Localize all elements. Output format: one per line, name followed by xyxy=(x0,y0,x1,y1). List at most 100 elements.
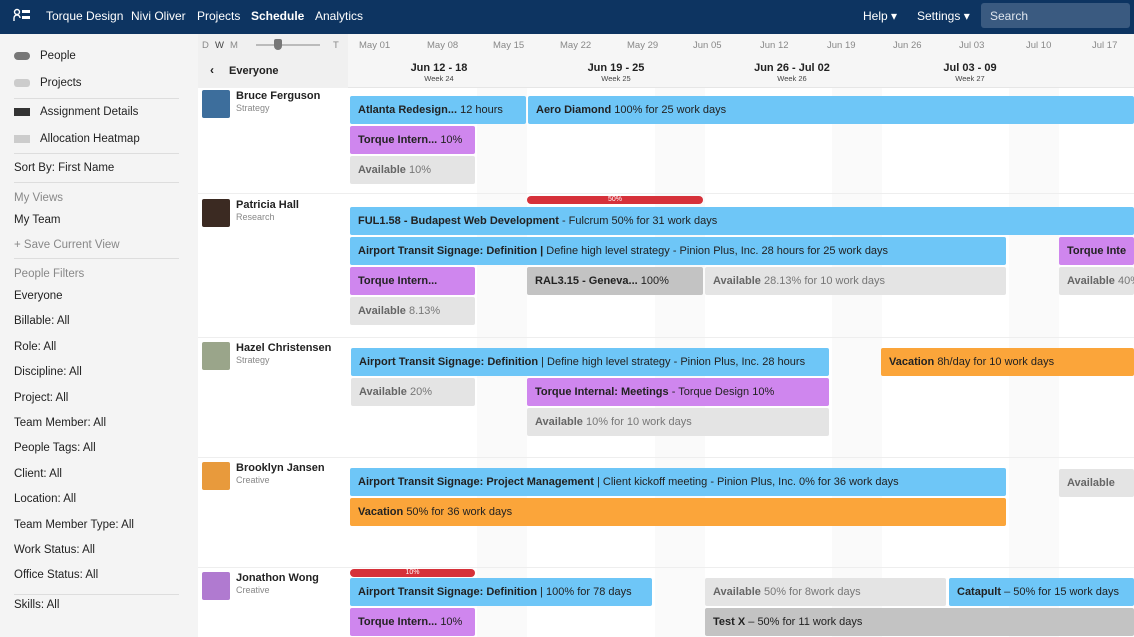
heatmap-icon xyxy=(14,134,30,143)
month-tick: May 08 xyxy=(427,40,459,51)
group-title: Everyone xyxy=(229,65,279,77)
zoom-month[interactable]: M xyxy=(230,40,238,51)
sidebar-item-people[interactable]: People xyxy=(14,50,76,62)
zoom-slider[interactable] xyxy=(256,44,320,46)
sidebar-item-projects[interactable]: Projects xyxy=(14,77,82,89)
availability-bar[interactable]: Available 40% xyxy=(1059,267,1134,295)
assignment-bar[interactable]: Airport Transit Signage: Definition | 10… xyxy=(350,578,652,606)
bar-detail: | 100% for 78 days xyxy=(540,586,632,598)
bar-title: Available xyxy=(535,416,583,428)
save-current-view-button[interactable]: + Save Current View xyxy=(14,239,120,251)
availability-bar[interactable]: Available 10% xyxy=(350,156,475,184)
assignment-bar[interactable]: Torque Internal: Meetings - Torque Desig… xyxy=(527,378,829,406)
bar-detail: 10% xyxy=(440,134,463,146)
view-my-team[interactable]: My Team xyxy=(14,214,61,226)
people-logo-icon[interactable] xyxy=(13,8,31,25)
month-tick: May 01 xyxy=(359,40,391,51)
month-tick: Jul 17 xyxy=(1092,40,1118,51)
avatar xyxy=(202,342,230,370)
bar-title: Airport Transit Signage: Project Managem… xyxy=(358,476,594,488)
zoom-week[interactable]: W xyxy=(215,40,224,51)
assignment-bar[interactable]: Vacation 50% for 36 work days xyxy=(350,498,1006,526)
availability-bar[interactable]: Available 20% xyxy=(351,378,475,406)
filter-item[interactable]: Everyone xyxy=(14,290,63,302)
nav-analytics[interactable]: Analytics xyxy=(315,9,364,23)
assignment-bar[interactable]: Airport Transit Signage: Definition | De… xyxy=(351,348,829,376)
assignment-bar[interactable]: FUL1.58 - Budapest Web Development - Ful… xyxy=(350,207,1134,235)
filter-item[interactable]: Team Member: All xyxy=(14,417,107,429)
filter-skills[interactable]: Skills: All xyxy=(14,599,60,611)
sidebar-item-allocation-heatmap[interactable]: Allocation Heatmap xyxy=(14,133,140,145)
nav-nivi-oliver[interactable]: Nivi Oliver xyxy=(131,9,186,23)
person-role: Research xyxy=(236,212,275,222)
assignment-bar[interactable]: Catapult – 50% for 15 work days xyxy=(949,578,1134,606)
bar-title: Aero Diamond xyxy=(536,104,612,116)
availability-bar[interactable]: Available xyxy=(1059,469,1134,497)
overallocation-indicator: 10% xyxy=(350,569,475,577)
filter-item[interactable]: Team Member Type: All xyxy=(14,518,134,531)
search-input[interactable]: Search xyxy=(981,3,1130,28)
availability-bar[interactable]: Available 8.13% xyxy=(350,297,475,325)
filter-item[interactable]: Office Status: All xyxy=(14,569,99,582)
assignment-bar[interactable]: Aero Diamond 100% for 25 work days xyxy=(528,96,1134,124)
availability-bar[interactable]: Available 50% for 8work days xyxy=(705,578,946,606)
week-range: Jun 12 - 18 xyxy=(410,62,468,74)
back-chevron-icon[interactable]: ‹ xyxy=(210,63,214,77)
row-divider xyxy=(198,337,1134,338)
assignment-bar[interactable]: Torque Inte xyxy=(1059,237,1134,265)
nav-projects[interactable]: Projects xyxy=(197,9,241,23)
assignment-bar[interactable]: Atlanta Redesign... 12 hours xyxy=(350,96,526,124)
projects-icon xyxy=(14,78,30,87)
help-menu[interactable]: Help ▾ xyxy=(863,9,898,23)
filter-item[interactable]: Project: All xyxy=(14,391,69,404)
week-number: Week 27 xyxy=(955,74,985,83)
filter-item[interactable]: Work Status: All xyxy=(14,544,95,556)
month-tick: May 15 xyxy=(493,40,525,51)
assignment-bar[interactable]: Torque Intern... xyxy=(350,267,475,295)
zoom-day[interactable]: D xyxy=(202,40,209,51)
assignment-details-icon xyxy=(14,107,30,116)
bar-detail: - Fulcrum 50% for 31 work days xyxy=(561,215,718,227)
zoom-slider-handle[interactable] xyxy=(274,39,283,50)
assignment-bar[interactable]: Torque Intern... 10% xyxy=(350,126,475,154)
bar-title: Airport Transit Signage: Definition | xyxy=(358,245,544,257)
bar-title: Vacation xyxy=(358,506,404,518)
filter-item[interactable]: Billable: All xyxy=(14,315,70,328)
settings-menu[interactable]: Settings ▾ xyxy=(917,9,970,23)
month-tick: Jul 10 xyxy=(1026,40,1052,51)
person-role: Strategy xyxy=(236,355,270,365)
week-range: Jul 03 - 09 xyxy=(943,62,997,74)
person-name: Hazel Christensen xyxy=(236,342,332,354)
divider xyxy=(14,258,179,259)
bar-detail: – 50% for 11 work days xyxy=(748,616,863,628)
filter-item[interactable]: People Tags: All xyxy=(14,442,96,455)
filter-item[interactable]: Role: All xyxy=(14,340,57,353)
availability-bar[interactable]: Available 28.13% for 10 work days xyxy=(705,267,1006,295)
sidebar-item-assignment-details[interactable]: Assignment Details xyxy=(14,106,138,118)
nav-schedule[interactable]: Schedule xyxy=(251,9,305,23)
week-number: Week 25 xyxy=(601,74,631,83)
assignment-bar[interactable]: RAL3.15 - Geneva... 100% xyxy=(527,267,703,295)
bar-title: Available xyxy=(1067,477,1115,489)
week-column-header[interactable]: JulW xyxy=(1086,62,1134,83)
nav-torque-design[interactable]: Torque Design xyxy=(46,9,124,23)
filter-item[interactable]: Discipline: All xyxy=(14,366,82,379)
bar-title: Available xyxy=(359,386,407,398)
week-column-header[interactable]: Jun 12 - 18 Week 24 xyxy=(379,62,499,83)
week-column-header[interactable]: Jul 03 - 09 Week 27 xyxy=(910,62,1030,83)
filter-item[interactable]: Location: All xyxy=(14,493,77,506)
bar-title: Available xyxy=(1067,275,1115,287)
assignment-bar[interactable]: Test X – 50% for 11 work days xyxy=(705,608,1134,636)
availability-bar[interactable]: Available 10% for 10 work days xyxy=(527,408,829,436)
bar-title: Torque Intern... xyxy=(358,275,438,287)
assignment-bar[interactable]: Airport Transit Signage: Project Managem… xyxy=(350,468,1006,496)
sort-by-dropdown[interactable]: Sort By: First Name xyxy=(14,162,115,174)
filter-item[interactable]: Client: All xyxy=(14,467,62,480)
assignment-bar[interactable]: Airport Transit Signage: Definition | De… xyxy=(350,237,1006,265)
week-column-header[interactable]: Jun 19 - 25 Week 25 xyxy=(556,62,676,83)
week-column-header[interactable]: Jun 26 - Jul 02 Week 26 xyxy=(732,62,852,83)
bar-title: Atlanta Redesign... xyxy=(358,104,458,116)
assignment-bar[interactable]: Torque Intern... 10% xyxy=(350,608,475,636)
zoom-timeline[interactable]: T xyxy=(333,40,339,51)
assignment-bar[interactable]: Vacation 8h/day for 10 work days xyxy=(881,348,1134,376)
